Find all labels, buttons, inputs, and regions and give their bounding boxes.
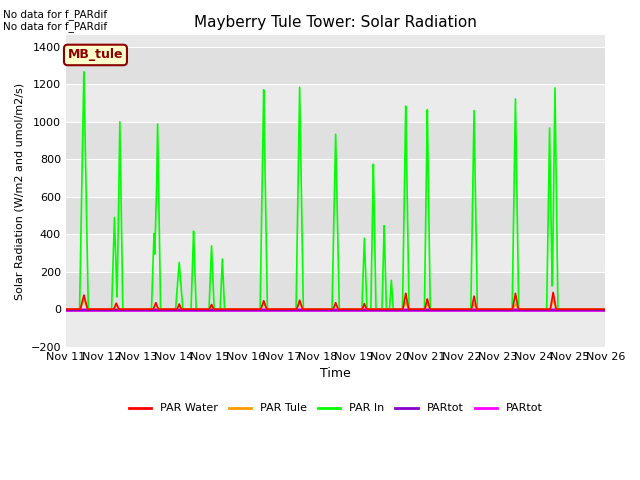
- Bar: [66, 197, 605, 234]
- Bar: [66, 47, 605, 84]
- Bar: [66, 159, 605, 197]
- Text: No data for f_PARdif: No data for f_PARdif: [3, 21, 108, 32]
- X-axis label: Time: Time: [320, 367, 351, 380]
- Bar: [66, 272, 605, 309]
- Bar: [66, 234, 605, 272]
- Text: No data for f_PARdif: No data for f_PARdif: [3, 9, 108, 20]
- Title: Mayberry Tule Tower: Solar Radiation: Mayberry Tule Tower: Solar Radiation: [194, 15, 477, 30]
- Legend: PAR Water, PAR Tule, PAR In, PARtot, PARtot: PAR Water, PAR Tule, PAR In, PARtot, PAR…: [124, 399, 547, 418]
- Text: MB_tule: MB_tule: [68, 48, 124, 61]
- Y-axis label: Solar Radiation (W/m2 and umol/m2/s): Solar Radiation (W/m2 and umol/m2/s): [15, 83, 25, 300]
- Bar: [66, 309, 605, 347]
- Bar: [66, 84, 605, 121]
- Bar: [66, 121, 605, 159]
